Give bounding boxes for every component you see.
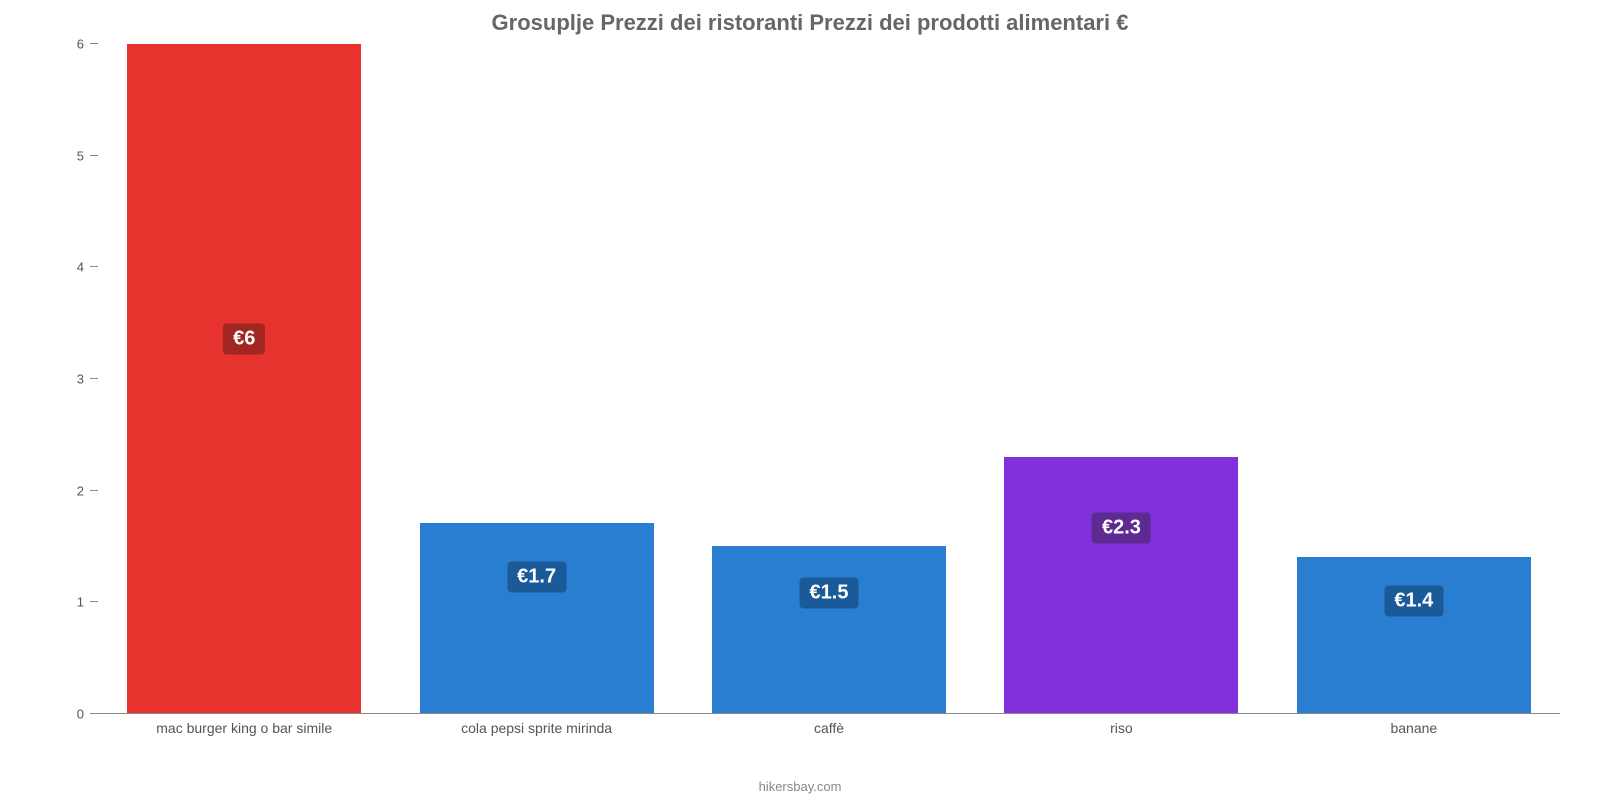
y-tick-label: 1 bbox=[77, 595, 84, 610]
y-tick-mark bbox=[90, 266, 98, 267]
x-tick-label: riso bbox=[975, 720, 1267, 736]
y-tick-label: 5 bbox=[77, 148, 84, 163]
y-tick-mark bbox=[90, 378, 98, 379]
bar-value-label: €1.4 bbox=[1384, 585, 1443, 616]
plot-area-container: 0123456 €6€1.7€1.5€2.3€1.4 mac burger ki… bbox=[60, 44, 1560, 714]
y-tick-mark bbox=[90, 43, 98, 44]
bar bbox=[712, 546, 946, 713]
bar-value-label: €1.7 bbox=[507, 561, 566, 592]
x-axis-labels: mac burger king o bar similecola pepsi s… bbox=[98, 720, 1560, 736]
y-tick-label: 3 bbox=[77, 372, 84, 387]
x-tick-label: mac burger king o bar simile bbox=[98, 720, 390, 736]
bar-value-label: €1.5 bbox=[800, 577, 859, 608]
credit-text: hikersbay.com bbox=[0, 779, 1600, 794]
bars-row: €6 €1.7 €1.5 €2.3 €1.4 bbox=[98, 44, 1560, 713]
bar-slot: €1.7 bbox=[390, 44, 682, 713]
y-tick-mark bbox=[90, 490, 98, 491]
bar bbox=[1297, 557, 1531, 713]
x-tick-label: caffè bbox=[683, 720, 975, 736]
bar-value-label: €6 bbox=[223, 324, 265, 355]
bar-value-label: €2.3 bbox=[1092, 513, 1151, 544]
y-tick-label: 4 bbox=[77, 260, 84, 275]
y-tick-label: 0 bbox=[77, 707, 84, 722]
bar-slot: €1.4 bbox=[1268, 44, 1560, 713]
x-tick-label: banane bbox=[1268, 720, 1560, 736]
y-tick-mark bbox=[90, 601, 98, 602]
price-chart: Grosuplje Prezzi dei ristoranti Prezzi d… bbox=[0, 0, 1600, 800]
bar bbox=[420, 523, 654, 713]
bar-slot: €6 bbox=[98, 44, 390, 713]
x-tick-label: cola pepsi sprite mirinda bbox=[390, 720, 682, 736]
y-tick-mark bbox=[90, 155, 98, 156]
bar-slot: €1.5 bbox=[683, 44, 975, 713]
chart-title: Grosuplje Prezzi dei ristoranti Prezzi d… bbox=[60, 10, 1560, 36]
bar-slot: €2.3 bbox=[975, 44, 1267, 713]
y-tick-label: 2 bbox=[77, 483, 84, 498]
y-axis: 0123456 bbox=[60, 44, 90, 714]
bar bbox=[1004, 457, 1238, 713]
y-tick-mark bbox=[90, 713, 98, 714]
bar bbox=[127, 44, 361, 713]
y-tick-label: 6 bbox=[77, 37, 84, 52]
plot-area: €6 €1.7 €1.5 €2.3 €1.4 bbox=[98, 44, 1560, 714]
